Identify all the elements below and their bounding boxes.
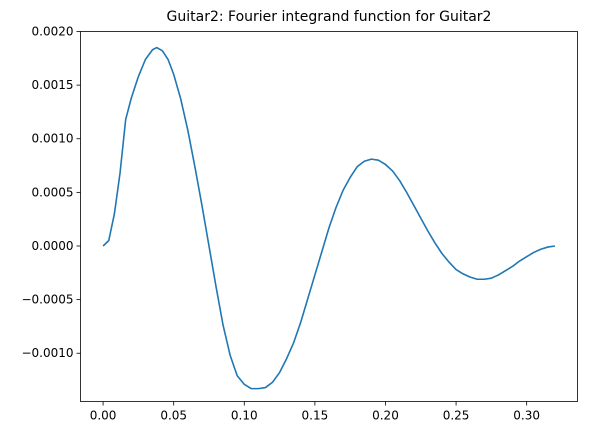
chart-title: Guitar2: Fourier integrand function for … <box>167 9 492 25</box>
x-tick-label: 0.15 <box>302 409 329 423</box>
y-tick-label: 0.0015 <box>32 78 74 92</box>
x-tick-label: 0.05 <box>160 409 187 423</box>
x-tick-label: 0.00 <box>90 409 117 423</box>
y-tick-label: −0.0010 <box>21 346 73 360</box>
series-line-0 <box>102 46 556 390</box>
y-tick-label: 0.0000 <box>32 239 74 253</box>
x-tick-label: 0.10 <box>231 409 258 423</box>
y-tick-label: 0.0010 <box>32 132 74 146</box>
plot-frame <box>80 31 578 402</box>
x-tick-label: 0.25 <box>443 409 470 423</box>
y-tick-label: 0.0020 <box>32 25 74 39</box>
y-tick-label: 0.0005 <box>32 185 74 199</box>
y-tick-label: −0.0005 <box>21 293 73 307</box>
x-tick-label: 0.20 <box>372 409 399 423</box>
x-tick-label: 0.30 <box>513 409 540 423</box>
